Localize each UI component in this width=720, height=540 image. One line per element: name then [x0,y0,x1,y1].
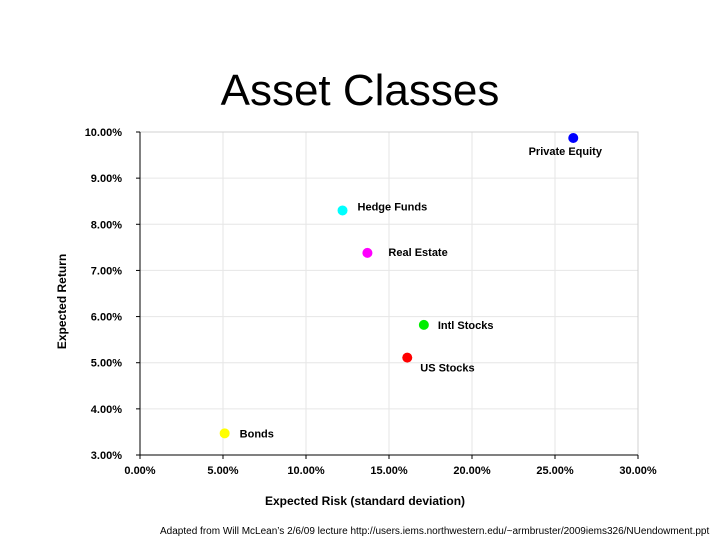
y-tick-label: 3.00% [91,450,122,462]
data-label: Bonds [240,428,274,440]
chart-title: Asset Classes [220,66,500,115]
y-axis-title: Expected Return [55,254,69,349]
data-point [568,132,579,143]
x-tick-label: 5.00% [207,465,238,477]
data-label: Real Estate [388,247,447,259]
x-tick-label: 10.00% [287,465,325,477]
y-tick-label: 6.00% [91,312,122,324]
x-tick-label: 30.00% [619,465,657,477]
data-label: Private Equity [529,146,603,158]
x-tick-label: 0.00% [124,465,155,477]
data-label: Hedge Funds [358,201,428,213]
y-tick-label: 4.00% [91,404,122,416]
x-axis-title: Expected Risk (standard deviation) [265,494,465,508]
data-point [219,428,230,439]
source-footnote: Adapted from Will McLean’s 2/6/09 lectur… [160,526,710,537]
y-tick-label: 9.00% [91,173,122,185]
data-label: Intl Stocks [438,320,494,332]
data-point [418,319,429,330]
y-tick-label: 5.00% [91,358,122,370]
data-point [402,352,413,363]
y-tick-label: 7.00% [91,265,122,277]
x-tick-label: 25.00% [536,465,574,477]
x-tick-label: 15.00% [370,465,408,477]
y-tick-label: 10.00% [85,127,123,139]
y-tick-label: 8.00% [91,219,122,231]
x-tick-label: 20.00% [453,465,491,477]
data-point [337,205,348,216]
data-label: US Stocks [420,363,474,375]
data-point [362,247,373,258]
